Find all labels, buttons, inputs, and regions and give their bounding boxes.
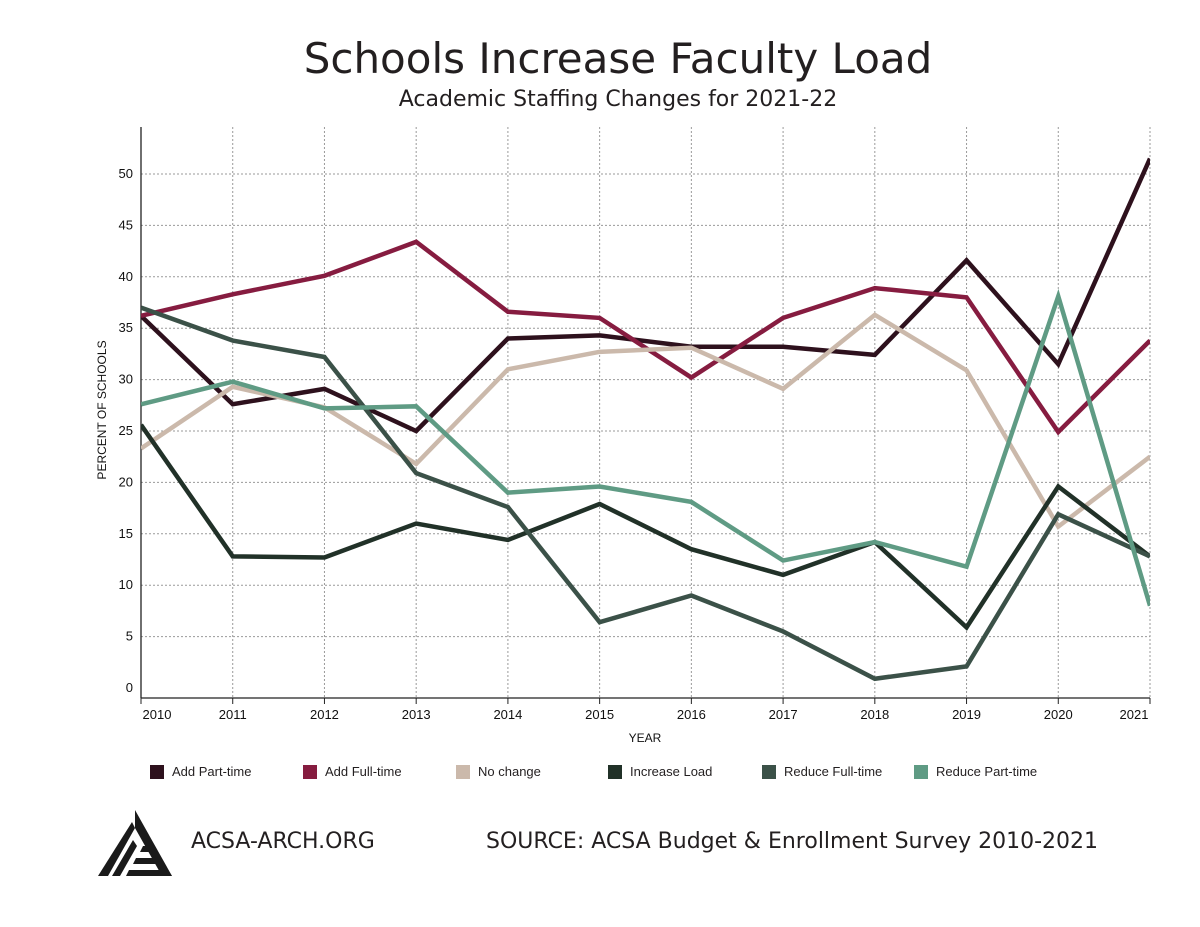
x-tick-label: 2013 (402, 707, 431, 722)
y-tick-label: 15 (119, 526, 133, 541)
legend-label: Add Part-time (172, 764, 252, 779)
legend-swatch (914, 764, 928, 779)
legend-label: Add Full-time (325, 764, 402, 779)
x-tick-label: 2016 (677, 707, 706, 722)
legend-label: Reduce Part-time (936, 764, 1038, 779)
legend-item-add-full-time: Add Full-time (303, 764, 402, 779)
chart-title: Schools Increase Faculty Load (303, 34, 933, 83)
legend-swatch (608, 764, 622, 779)
legend-item-increase-load: Increase Load (608, 764, 712, 779)
y-tick-label: 0 (126, 680, 133, 695)
axis-labels: 0 5 10 15 20 25 30 35 40 45 50 2010 2011 2012 2013 2014… (95, 166, 1148, 745)
x-tick-label: 2015 (585, 707, 614, 722)
x-tick-label: 2011 (219, 707, 247, 722)
legend-label: Increase Load (630, 764, 713, 779)
y-tick-label: 20 (119, 474, 133, 489)
series-line-add-part-time (141, 157, 1150, 434)
legend-swatch (456, 764, 470, 779)
line-chart: 0 5 10 15 20 25 30 35 40 45 50 2010 2011 2012 2013 2014… (95, 127, 1151, 745)
y-tick-label: 40 (119, 269, 133, 284)
legend-label: Reduce Full-time (784, 764, 883, 779)
legend-label: No change (478, 764, 541, 779)
x-tick-label: 2018 (860, 707, 889, 722)
y-tick-label: 5 (126, 629, 133, 644)
legend-item-reduce-full-time: Reduce Full-time (762, 764, 882, 779)
x-tick-label: 2021 (1120, 707, 1149, 722)
x-axis-title: YEAR (629, 731, 662, 745)
legend-item-add-part-time: Add Part-time (150, 764, 251, 779)
x-tick-label: 2019 (952, 707, 981, 722)
series-line-reduce-full-time (141, 305, 1150, 682)
legend-item-reduce-part-time: Reduce Part-time (914, 764, 1037, 779)
x-tick-label: 2017 (769, 707, 798, 722)
x-tick-label: 2014 (493, 707, 522, 722)
series-lines (141, 157, 1150, 682)
y-tick-label: 25 (119, 423, 133, 438)
acsa-logo-icon (98, 810, 172, 876)
legend: Add Part-time Add Full-time No change Incre… (0, 764, 1200, 784)
y-axis-title: PERCENT OF SCHOOLS (95, 340, 109, 479)
x-tick-label: 2020 (1044, 707, 1073, 722)
legend-swatch (762, 764, 776, 779)
legend-swatch (150, 764, 164, 779)
y-tick-label: 35 (119, 320, 133, 335)
x-tick-label: 2010 (143, 707, 172, 722)
series-line-increase-load (141, 423, 1150, 631)
footer-org: ACSA-ARCH.ORG (191, 829, 375, 854)
series-line-add-full-time (141, 239, 1150, 436)
y-tick-label: 45 (119, 217, 133, 232)
y-tick-label: 30 (119, 372, 133, 387)
footer-source: SOURCE: ACSA Budget & Enrollment Survey … (486, 829, 1099, 854)
x-tick-label: 2012 (310, 707, 339, 722)
y-tick-label: 50 (119, 166, 133, 181)
axes (140, 127, 1151, 704)
legend-swatch (303, 764, 317, 779)
legend-item-no-change: No change (456, 764, 541, 779)
chart-subtitle: Academic Staffing Changes for 2021-22 (398, 87, 838, 112)
y-tick-label: 10 (119, 577, 133, 592)
series-line-reduce-part-time (141, 288, 1150, 607)
